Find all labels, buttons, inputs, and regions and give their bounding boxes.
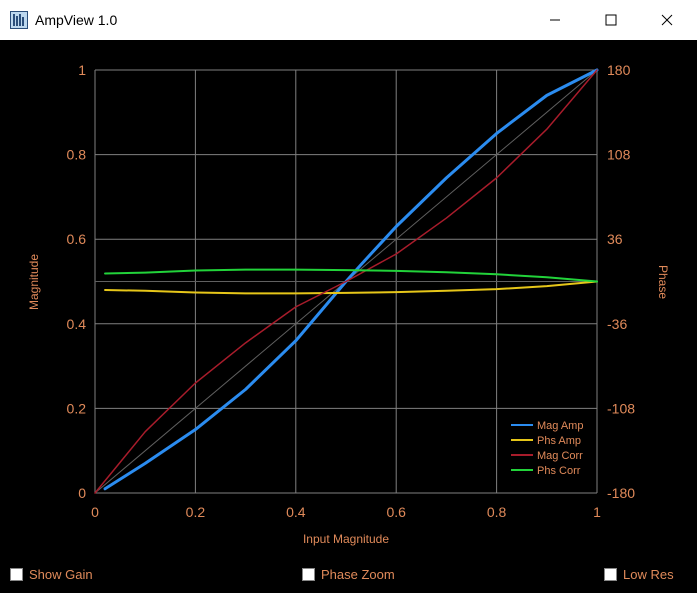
- y-tick-label: 0.6: [67, 231, 87, 247]
- series-line-phs-amp: [104, 280, 598, 295]
- x-tick-label: 0: [91, 504, 99, 520]
- chart-legend: Mag Amp Phs Amp Mag Corr Phs Corr: [511, 420, 583, 477]
- checkbox-label: Phase Zoom: [321, 567, 395, 582]
- ampview-app-icon: [10, 11, 28, 29]
- y2-tick-label: -36: [607, 316, 627, 332]
- y-tick-label: 0: [78, 485, 86, 501]
- low-res-checkbox[interactable]: Low Res: [604, 567, 674, 582]
- y2-tick-label: -180: [607, 485, 635, 501]
- x-tick-label: 1: [593, 504, 601, 520]
- x-tick-label: 0.2: [186, 504, 206, 520]
- checkbox-box[interactable]: [604, 568, 617, 581]
- maximize-icon: [605, 14, 617, 26]
- checkbox-box[interactable]: [10, 568, 23, 581]
- x-axis-label: Input Magnitude: [303, 532, 389, 546]
- y2-tick-label: -108: [607, 400, 635, 416]
- y2-axis-label: Phase: [656, 265, 670, 299]
- x-tick-label: 0.4: [286, 504, 306, 520]
- window-title: AmpView 1.0: [35, 12, 118, 28]
- y-tick-label: 0.8: [67, 147, 87, 163]
- series-line-phs-corr: [104, 268, 598, 283]
- y-tick-label: 1: [78, 62, 86, 78]
- minimize-icon: [550, 19, 560, 21]
- checkbox-box[interactable]: [302, 568, 315, 581]
- title-bar: AmpView 1.0: [0, 0, 697, 40]
- maximize-button[interactable]: [586, 0, 636, 40]
- y2-tick-label: 108: [607, 147, 631, 163]
- y-tick-label: 0.2: [67, 400, 87, 416]
- legend-entry: Mag Corr: [537, 450, 583, 462]
- phase-zoom-checkbox[interactable]: Phase Zoom: [302, 567, 395, 582]
- y2-tick-label: 36: [607, 231, 623, 247]
- close-icon: [661, 14, 673, 26]
- legend-entry: Phs Amp: [537, 435, 581, 447]
- minimize-button[interactable]: [530, 0, 580, 40]
- x-tick-label: 0.6: [386, 504, 406, 520]
- amp-chart: 0 0.2 0.4 0.6 0.8 1 0 0.2 0.4 0.6 0.8 1 -180 -108 -36 3…: [27, 62, 670, 546]
- series-line-mag-amp: [103, 68, 599, 491]
- series-line-mag-corr: [94, 69, 598, 494]
- legend-entry: Mag Amp: [537, 420, 583, 432]
- x-tick-label: 0.8: [487, 504, 507, 520]
- y-axis-label: Magnitude: [27, 254, 41, 310]
- show-gain-checkbox[interactable]: Show Gain: [10, 567, 93, 582]
- legend-entry: Phs Corr: [537, 465, 581, 477]
- checkbox-label: Show Gain: [29, 567, 93, 582]
- checkbox-label: Low Res: [623, 567, 674, 582]
- y2-tick-label: 180: [607, 62, 631, 78]
- y-tick-label: 0.4: [67, 316, 87, 332]
- close-button[interactable]: [642, 0, 692, 40]
